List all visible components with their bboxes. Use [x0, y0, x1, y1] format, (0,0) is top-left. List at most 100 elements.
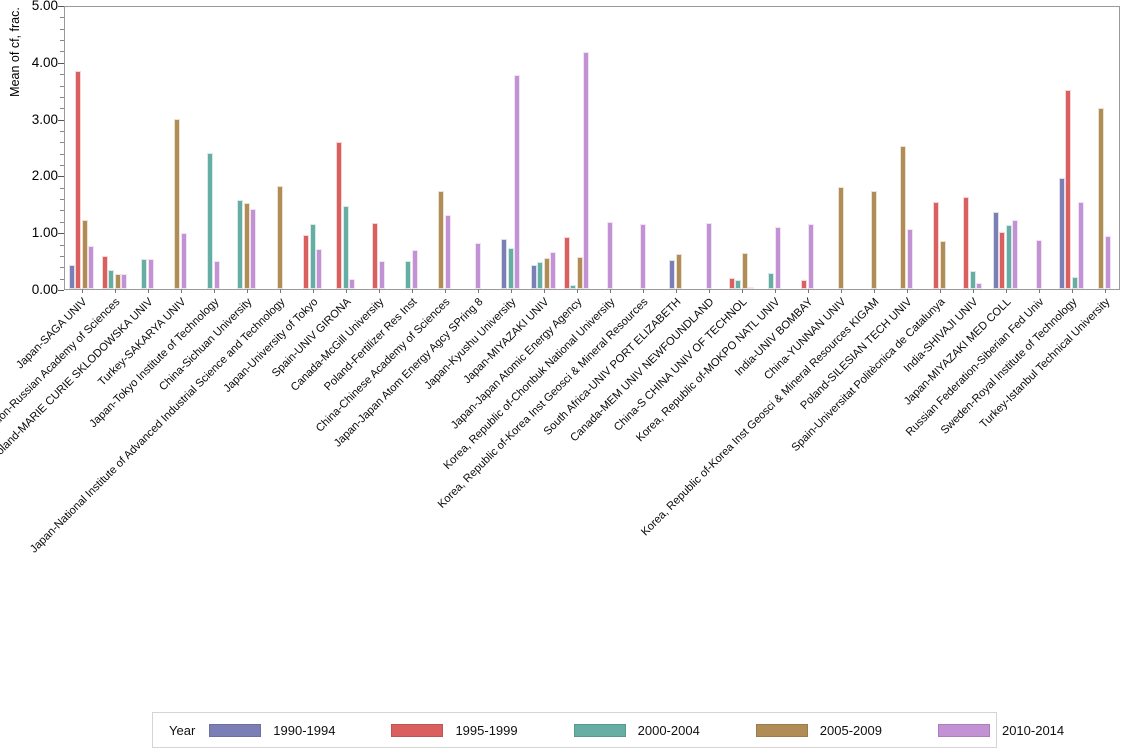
y-axis-minor-tick	[60, 74, 64, 76]
bar	[900, 145, 907, 289]
bar	[213, 260, 220, 289]
y-axis-minor-tick	[60, 255, 64, 257]
y-axis-minor-tick	[60, 199, 64, 201]
bar	[405, 260, 412, 289]
y-axis-major-tick	[58, 6, 64, 7]
bar-group	[395, 7, 428, 293]
legend-entry[interactable]: 2000-2004	[573, 723, 700, 738]
legend-color-swatch	[391, 723, 444, 737]
bar	[514, 74, 521, 289]
y-axis-major-tick	[58, 119, 64, 121]
bar	[444, 215, 451, 289]
bar	[108, 270, 115, 289]
bar	[114, 273, 121, 289]
bar	[675, 254, 682, 289]
y-axis-major-tick	[58, 62, 64, 64]
x-axis-tick	[972, 289, 974, 293]
bar	[1078, 202, 1085, 289]
bar	[243, 203, 250, 289]
x-axis-tick	[213, 289, 215, 293]
bar-group	[494, 7, 527, 293]
bar	[335, 142, 342, 289]
legend-entry[interactable]: 2010-2014	[937, 723, 1064, 738]
x-axis-tick	[477, 289, 479, 293]
bar	[774, 226, 781, 289]
x-axis-tick	[642, 289, 644, 293]
bar	[543, 257, 550, 289]
x-axis-tick	[807, 289, 809, 293]
legend-entry[interactable]: 1995-1999	[391, 723, 518, 738]
bar	[962, 196, 969, 289]
y-axis-minor-tick	[60, 108, 64, 110]
bar	[372, 222, 379, 289]
y-axis-minor-tick	[60, 267, 64, 269]
bar	[748, 287, 755, 289]
bar	[939, 241, 946, 289]
bar	[147, 259, 154, 289]
x-axis-tick	[411, 289, 413, 293]
legend-entries: 1990-1994 1995-1999 2000-2004 2005-2009 2010…	[209, 723, 1064, 738]
bar	[302, 235, 309, 289]
bar	[837, 186, 844, 289]
bar-group	[758, 7, 791, 293]
x-axis-tick	[873, 289, 875, 293]
x-axis-tick	[741, 289, 743, 293]
bar	[438, 191, 445, 289]
bar	[1098, 107, 1105, 289]
bar	[88, 246, 95, 289]
bar	[75, 70, 82, 289]
y-axis-minor-tick	[60, 221, 64, 223]
x-axis-tick	[708, 289, 710, 293]
x-axis-tick	[444, 289, 446, 293]
legend-entry[interactable]: 1990-1994	[209, 723, 335, 738]
legend-label: 1990-1994	[273, 722, 336, 738]
bar	[550, 252, 557, 289]
bars-layer	[65, 7, 1119, 293]
y-axis-major-tick	[58, 233, 64, 235]
bar	[606, 221, 613, 289]
bar	[969, 271, 976, 289]
bar	[801, 279, 808, 289]
y-axis-minor-tick	[60, 28, 64, 30]
bar	[807, 223, 814, 289]
bar	[870, 191, 877, 289]
x-axis-tick	[774, 289, 776, 293]
bar-group	[560, 7, 593, 293]
y-axis-minor-tick	[60, 85, 64, 87]
y-axis-minor-tick	[60, 17, 64, 19]
x-axis-tick	[840, 289, 842, 293]
y-axis-major-tick	[58, 176, 64, 178]
y-axis-minor-tick	[60, 96, 64, 98]
bar-group	[1022, 7, 1055, 293]
bar	[236, 200, 243, 289]
bar-group	[692, 7, 725, 293]
x-axis-tick	[246, 289, 248, 293]
bar	[728, 277, 735, 289]
bar	[500, 239, 507, 289]
bar	[976, 282, 983, 289]
bar	[1104, 235, 1111, 289]
legend-color-swatch	[573, 723, 626, 737]
bar	[207, 153, 214, 289]
bar-group	[98, 7, 131, 293]
bar-group	[428, 7, 461, 293]
bar	[250, 208, 257, 289]
x-axis-tick	[279, 289, 281, 293]
x-axis-tick	[675, 289, 677, 293]
y-tick-label: 1.00	[31, 225, 58, 241]
legend-title: Year	[169, 722, 196, 738]
x-axis-tick	[1104, 289, 1106, 293]
y-axis-major-tick	[58, 290, 64, 291]
bar-group	[65, 7, 98, 293]
bar-group	[791, 7, 824, 293]
bar-group	[989, 7, 1022, 293]
bar	[537, 261, 544, 289]
legend-entry[interactable]: 2005-2009	[755, 723, 882, 738]
bar	[768, 273, 775, 289]
bar	[1035, 240, 1042, 289]
x-axis-tick	[576, 289, 578, 293]
bar	[1071, 276, 1078, 289]
x-axis-tick	[345, 289, 347, 293]
bar	[583, 52, 590, 289]
y-axis-minor-tick	[60, 40, 64, 42]
